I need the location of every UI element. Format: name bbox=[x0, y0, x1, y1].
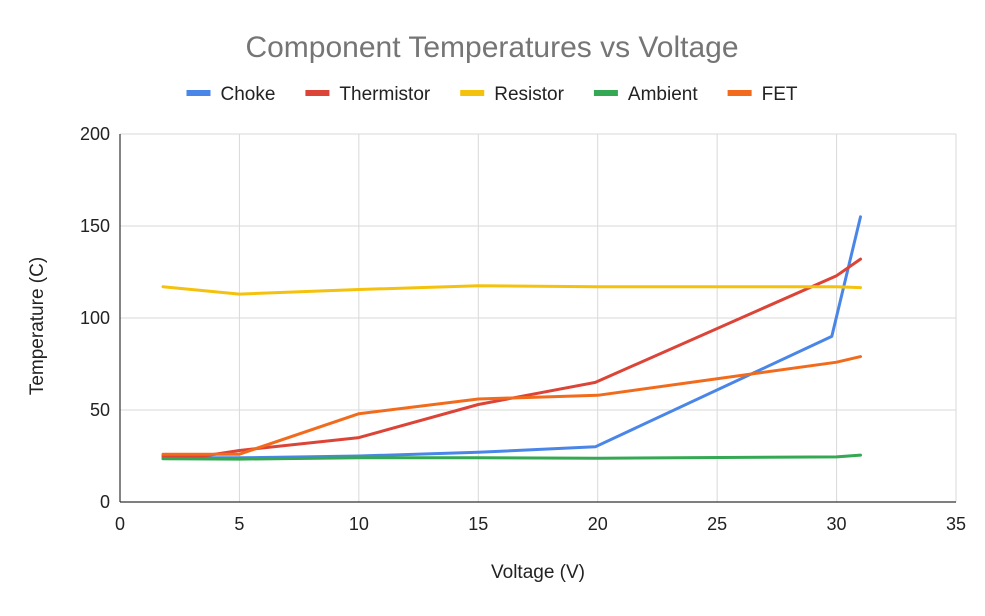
x-tick-label: 20 bbox=[588, 514, 608, 534]
chart-title: Component Temperatures vs Voltage bbox=[245, 31, 738, 64]
legend-item-resistor: Resistor bbox=[460, 84, 565, 105]
legend-swatch-choke bbox=[186, 90, 211, 96]
x-tick-label: 35 bbox=[946, 514, 966, 534]
series-line-ambient bbox=[161, 453, 862, 461]
legend-swatch-fet bbox=[727, 90, 752, 96]
x-tick-label: 10 bbox=[349, 514, 369, 534]
legend-label-fet: FET bbox=[762, 84, 798, 105]
legend-swatch-resistor bbox=[460, 90, 485, 96]
x-tick-label: 15 bbox=[468, 514, 488, 534]
y-tick-label: 150 bbox=[80, 216, 110, 236]
legend-item-fet: FET bbox=[727, 84, 798, 105]
legend-swatch-thermistor bbox=[305, 90, 330, 96]
x-tick-label: 0 bbox=[115, 514, 125, 534]
legend-label-ambient: Ambient bbox=[628, 84, 698, 105]
legend-item-choke: Choke bbox=[186, 84, 276, 105]
x-tick-label: 5 bbox=[234, 514, 244, 534]
x-axis-title: Voltage (V) bbox=[491, 562, 585, 583]
legend-label-resistor: Resistor bbox=[494, 84, 564, 105]
legend-item-thermistor: Thermistor bbox=[305, 84, 431, 105]
series-line-thermistor bbox=[161, 257, 862, 458]
series-line-choke bbox=[161, 215, 862, 460]
axes bbox=[119, 134, 956, 503]
x-tick-label: 25 bbox=[707, 514, 727, 534]
legend-swatch-ambient bbox=[593, 90, 618, 96]
y-tick-label: 100 bbox=[80, 308, 110, 328]
legend-label-choke: Choke bbox=[221, 84, 276, 105]
series-line-fet bbox=[161, 355, 862, 456]
legend-item-ambient: Ambient bbox=[593, 84, 698, 105]
legend-label-thermistor: Thermistor bbox=[339, 84, 430, 105]
series-lines bbox=[161, 215, 862, 461]
y-tick-label: 0 bbox=[100, 492, 110, 512]
y-tick-label: 50 bbox=[90, 400, 110, 420]
legend: Choke Thermistor Resistor Ambient FET bbox=[186, 84, 798, 105]
series-line-resistor bbox=[161, 284, 862, 296]
gridlines bbox=[120, 133, 957, 502]
x-tick-label: 30 bbox=[827, 514, 847, 534]
y-axis-title: Temperature (C) bbox=[27, 257, 48, 395]
y-tick-label: 200 bbox=[80, 124, 110, 144]
tick-labels: 0 5 10 15 20 25 30 35 0 50 100 150 200 bbox=[80, 124, 966, 534]
